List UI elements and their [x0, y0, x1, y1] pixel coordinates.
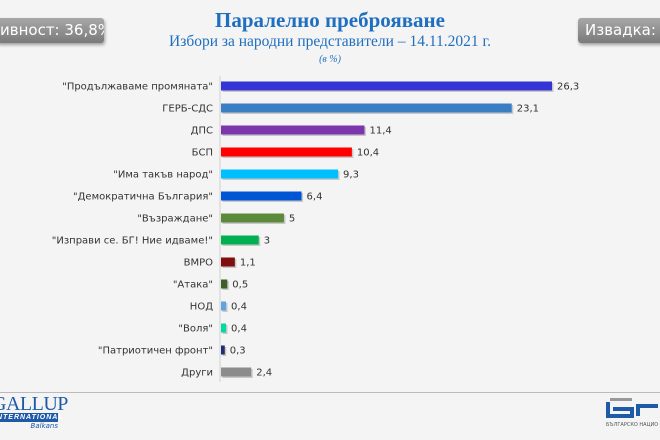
value-label: 0,4 — [231, 302, 247, 313]
bar — [221, 257, 235, 267]
footer-divider — [0, 392, 660, 393]
bar — [221, 169, 339, 179]
bar — [221, 235, 259, 245]
bar — [221, 323, 227, 333]
category-label: БСП — [192, 148, 213, 159]
category-label: ГЕРБ-СДС — [162, 104, 213, 115]
bar — [221, 367, 252, 377]
value-label: 0,5 — [232, 280, 248, 291]
bar — [221, 81, 552, 91]
value-label: 26,3 — [557, 82, 579, 93]
category-label: "Атака" — [173, 280, 213, 291]
turnout-tile: ивност: 36,8% — [0, 18, 104, 43]
value-label: 11,4 — [369, 126, 391, 137]
sample-tile: Извадка: 10 — [578, 18, 660, 43]
bar — [221, 301, 227, 311]
category-label: Други — [181, 368, 213, 379]
category-label: "Воля" — [178, 324, 213, 335]
value-label: 0,4 — [231, 324, 247, 335]
bar — [221, 213, 284, 223]
category-label: "Изправи се. БГ! Ние идваме!" — [52, 236, 213, 247]
gallup-logo-text: GALLUP — [0, 393, 68, 415]
chart-subtitle: Избори за народни представители – 14.11.… — [169, 33, 491, 50]
value-label: 0,3 — [230, 346, 246, 357]
value-label: 6,4 — [307, 192, 323, 203]
chart-title: Паралелно преброяване — [215, 8, 445, 32]
category-label: "Патриотичен фронт" — [98, 346, 213, 357]
bar — [221, 345, 225, 355]
category-label: "Продължаваме промяната" — [62, 82, 213, 93]
bar — [221, 279, 228, 289]
value-label: 10,4 — [357, 148, 379, 159]
bar — [221, 191, 302, 201]
bnt-logo-text: БЪЛГАРСКО НАЦИО — [606, 422, 658, 428]
gallup-logo-band: INTERNATIONAL — [0, 413, 63, 422]
bar — [221, 125, 365, 135]
value-label: 2,4 — [256, 368, 272, 379]
value-label: 1,1 — [240, 258, 256, 269]
unit-note: (в %) — [319, 54, 341, 65]
category-label: "Демократична България" — [73, 192, 213, 203]
category-label: "Възраждане" — [137, 214, 213, 225]
category-label: ВМРО — [184, 258, 214, 269]
value-label: 9,3 — [343, 170, 359, 181]
bar — [221, 147, 352, 157]
bar — [221, 103, 512, 113]
category-label: ДПС — [191, 126, 213, 137]
value-label: 5 — [289, 214, 295, 225]
category-label: НОД — [190, 302, 213, 313]
value-label: 23,1 — [517, 104, 539, 115]
bnt-logo: БЪЛГАРСКО НАЦИО — [606, 398, 658, 428]
category-label: "Има такъв народ" — [113, 170, 213, 181]
gallup-logo: GALLUP INTERNATIONAL Balkans — [0, 393, 68, 437]
value-label: 3 — [264, 236, 270, 247]
gallup-logo-sub: Balkans — [30, 422, 58, 430]
